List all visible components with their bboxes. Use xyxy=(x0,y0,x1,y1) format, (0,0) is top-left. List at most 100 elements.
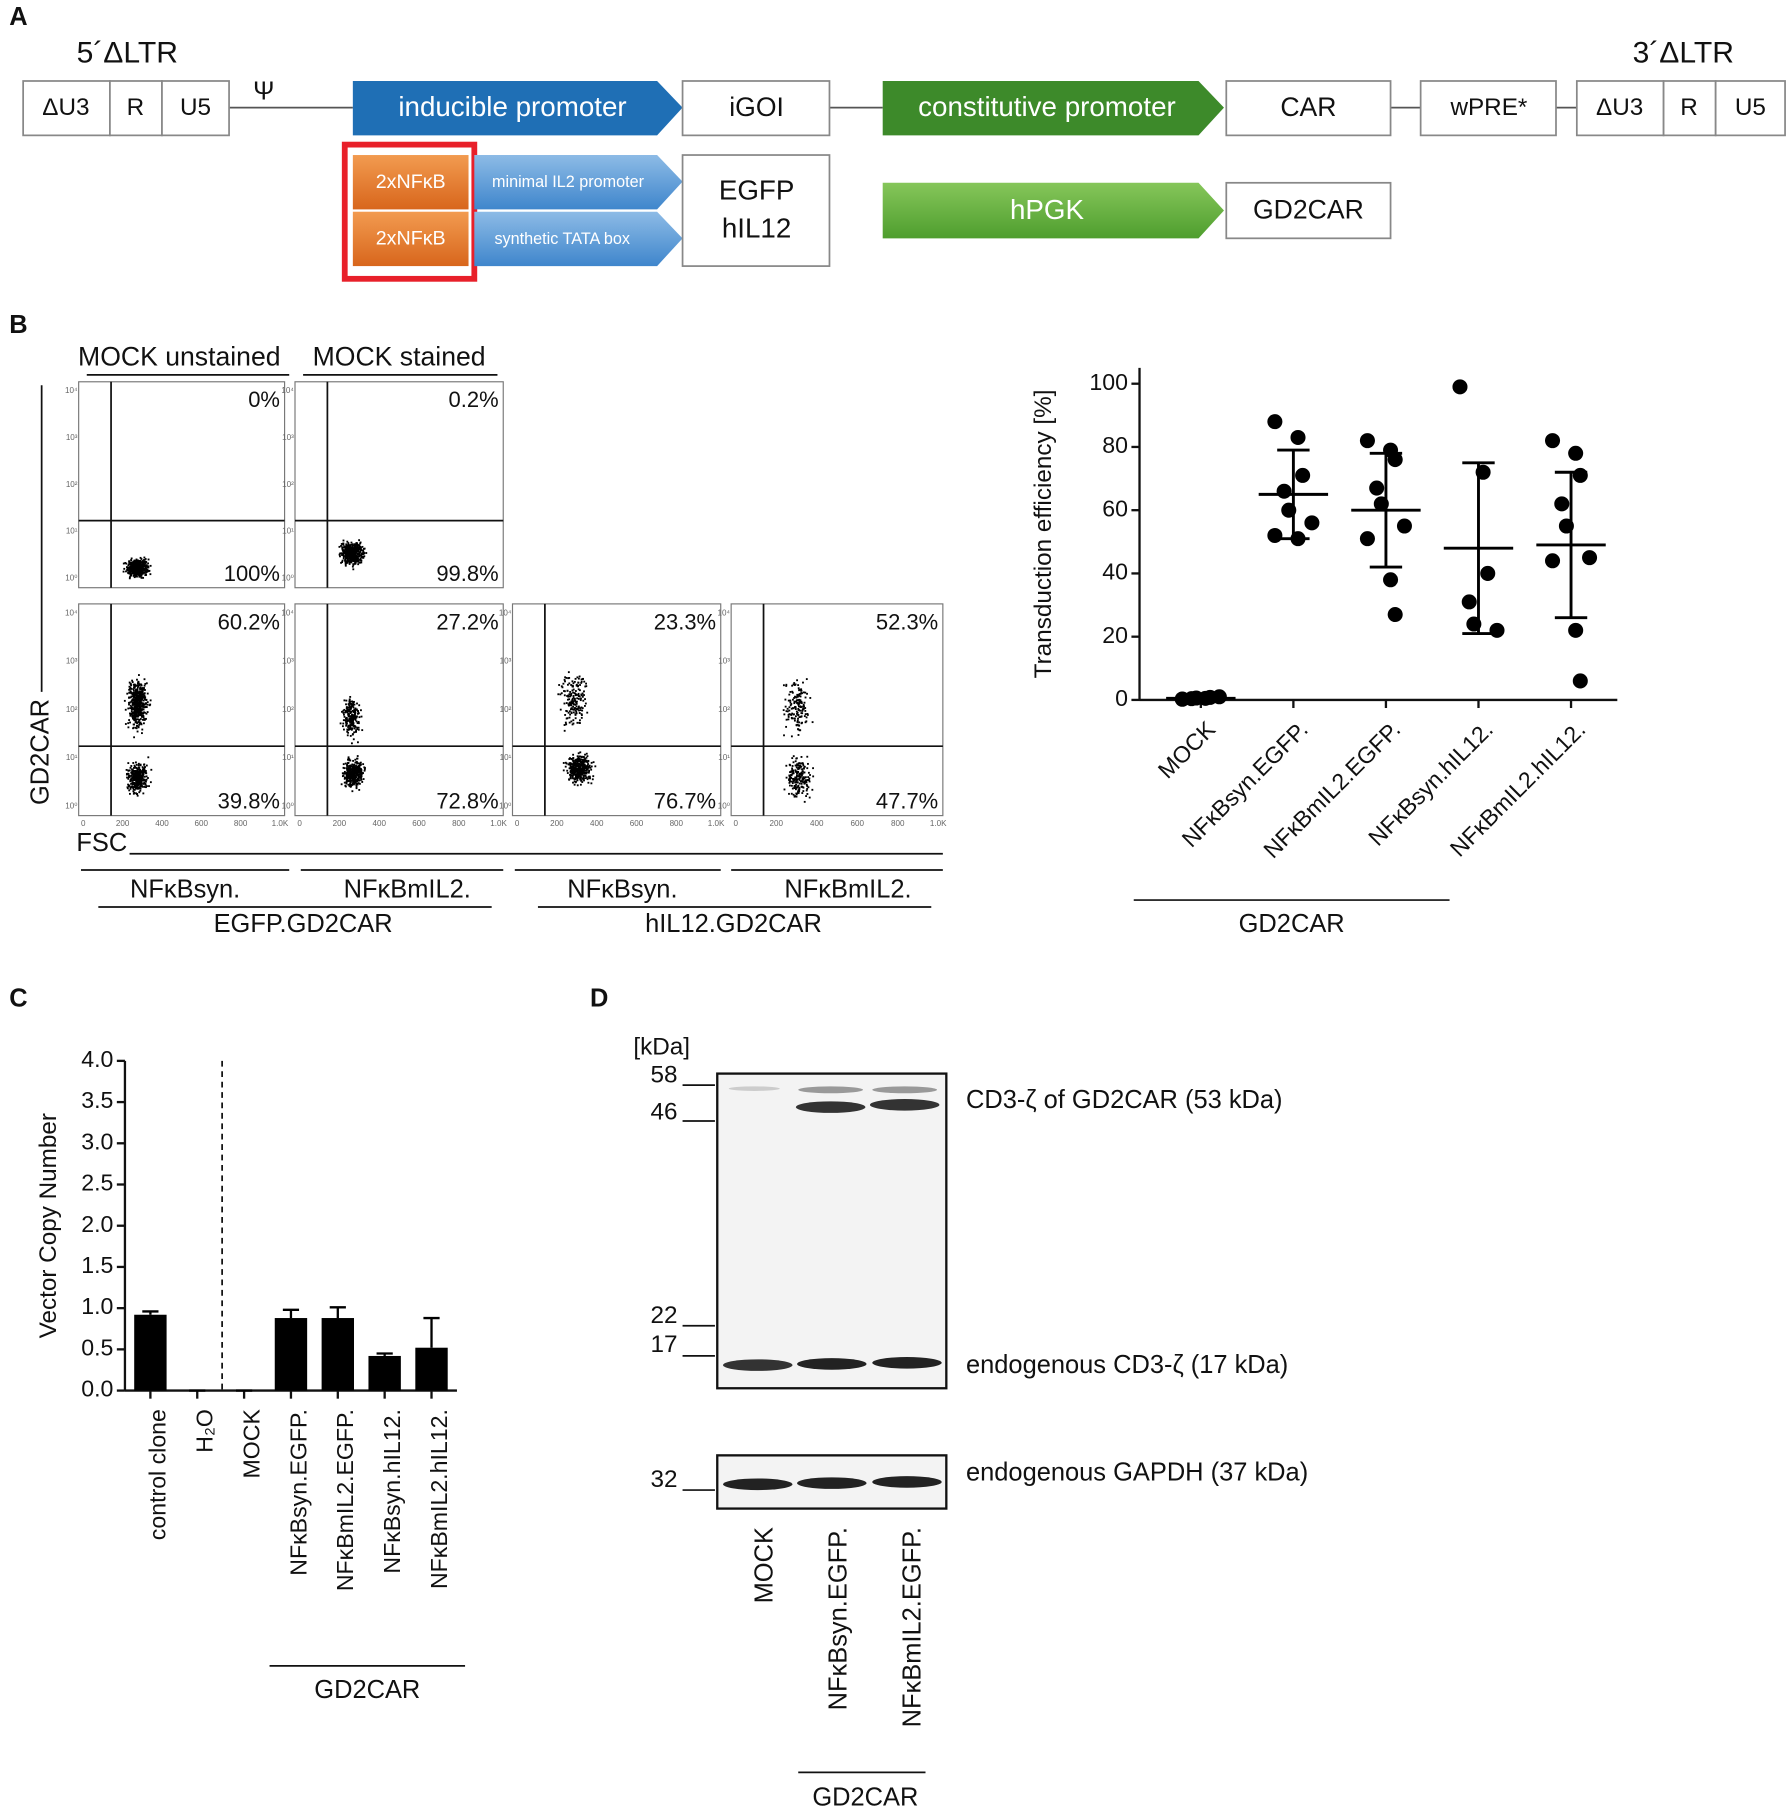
data-point xyxy=(1545,553,1561,569)
event-dot xyxy=(346,561,349,564)
event-dot xyxy=(135,766,138,769)
event-dot xyxy=(130,569,133,572)
x-tick-label: MOCK xyxy=(1153,716,1221,784)
event-dot xyxy=(136,708,139,711)
event-dot xyxy=(579,771,582,774)
event-dot xyxy=(583,765,586,768)
event-dot xyxy=(130,774,133,777)
event-dot xyxy=(128,572,131,574)
event-dot xyxy=(139,709,142,711)
event-dot xyxy=(798,790,801,793)
event-dot xyxy=(136,718,139,721)
event-dot xyxy=(128,701,130,704)
event-dot xyxy=(133,723,136,726)
event-dot xyxy=(131,783,134,786)
event-dot xyxy=(137,771,139,774)
event-dot xyxy=(359,548,362,551)
event-dot xyxy=(128,576,131,579)
event-dot xyxy=(130,562,133,565)
event-dot xyxy=(786,710,789,713)
event-dot xyxy=(356,543,359,546)
event-dot xyxy=(797,728,799,730)
event-dot xyxy=(573,768,576,771)
event-dot xyxy=(143,692,146,695)
event-dot xyxy=(345,780,348,783)
event-dot xyxy=(131,773,134,776)
band xyxy=(869,1099,940,1111)
event-dot xyxy=(588,764,591,767)
event-dot xyxy=(346,768,349,771)
event-dot xyxy=(572,682,575,685)
event-dot xyxy=(139,764,142,767)
event-dot xyxy=(790,714,793,716)
event-dot xyxy=(142,576,145,579)
y-tick-label: 40 xyxy=(1102,559,1128,585)
flow-x-tick: 600 xyxy=(412,819,426,828)
x-tick-label: MOCK xyxy=(238,1409,264,1479)
event-dot xyxy=(591,778,594,781)
event-dot xyxy=(790,792,793,795)
event-dot xyxy=(128,577,131,580)
event-dot xyxy=(137,563,140,566)
event-dot xyxy=(359,771,362,774)
data-point xyxy=(1480,565,1496,581)
event-dot xyxy=(802,781,805,784)
event-dot xyxy=(350,785,352,788)
event-dot xyxy=(788,693,791,696)
event-dot xyxy=(342,543,345,546)
event-dot xyxy=(791,782,794,785)
event-dot xyxy=(138,694,140,697)
event-dot xyxy=(141,777,144,780)
event-dot xyxy=(789,771,791,774)
event-dot xyxy=(341,772,344,775)
event-dot xyxy=(360,548,363,551)
gene-label: CAR xyxy=(1280,92,1336,122)
event-dot xyxy=(346,556,348,559)
event-dot xyxy=(567,763,570,766)
event-dot xyxy=(566,769,569,772)
event-dot xyxy=(130,692,133,695)
event-dot xyxy=(131,567,134,570)
event-dot xyxy=(788,779,790,781)
event-dot xyxy=(136,715,139,718)
event-dot xyxy=(806,714,809,716)
event-dot xyxy=(342,542,345,545)
event-dot xyxy=(129,696,132,699)
band xyxy=(723,1478,793,1491)
event-dot xyxy=(559,693,562,696)
event-dot xyxy=(789,704,792,707)
ltr-box xyxy=(109,80,163,137)
event-dot xyxy=(355,785,358,788)
event-dot xyxy=(126,692,129,695)
event-dot xyxy=(138,706,141,709)
event-dot xyxy=(579,773,582,776)
event-dot xyxy=(573,680,576,683)
flow-y-tick: 10⁰ xyxy=(718,801,730,810)
event-dot xyxy=(141,694,143,696)
event-dot xyxy=(132,692,135,695)
y-tick-label: 80 xyxy=(1102,432,1128,458)
data-point xyxy=(1582,550,1598,566)
event-dot xyxy=(348,700,351,703)
data-point xyxy=(1304,515,1320,531)
event-dot xyxy=(135,563,138,566)
event-dot xyxy=(567,711,570,714)
event-dot xyxy=(353,716,356,719)
event-dot xyxy=(577,756,580,759)
event-dot xyxy=(137,778,140,781)
event-dot xyxy=(147,756,150,759)
event-dot xyxy=(570,758,573,761)
nfkb-label: 2xNFκB xyxy=(376,228,446,250)
event-dot xyxy=(147,566,150,569)
data-point xyxy=(1452,379,1468,395)
event-dot xyxy=(354,717,357,720)
event-dot xyxy=(581,770,583,773)
event-dot xyxy=(348,709,351,711)
event-dot xyxy=(133,576,136,579)
event-dot xyxy=(588,775,590,778)
event-dot xyxy=(134,699,137,702)
event-dot xyxy=(141,714,144,717)
event-dot xyxy=(357,777,360,780)
event-dot xyxy=(346,540,349,543)
event-dot xyxy=(145,564,148,567)
